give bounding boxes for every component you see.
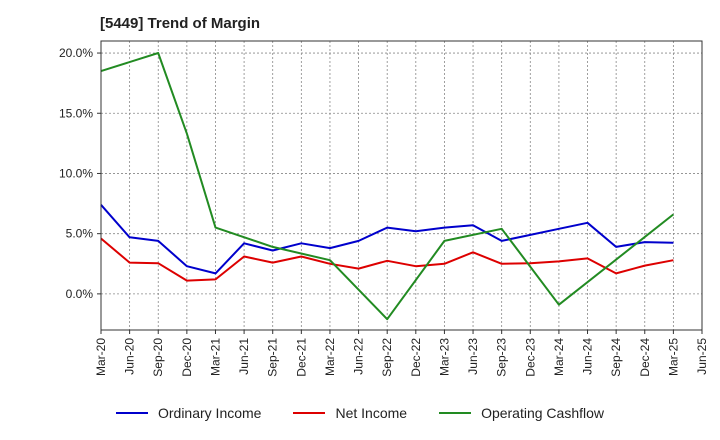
legend-label-net-income: Net Income [335,405,408,421]
legend-item-net-income: Net Income [293,405,407,421]
series-lines [100,52,675,321]
x-tick-label: Sep-20 [151,338,165,377]
x-tick-label: Jun-21 [237,338,251,375]
margin-line-chart: 0.0% 5.0% 10.0% 15.0% 20.0% Mar-20 Jun-20 Sep-… [59,40,709,377]
x-tick-label: Jun-22 [352,338,366,375]
legend-label-ordinary-income: Ordinary Income [157,405,262,421]
y-tick-label: 10.0% [59,166,93,180]
legend-swatch-ordinary-income [115,412,148,414]
legend-label-operating-cashflow: Operating Cashflow [481,405,605,421]
x-tick-label: Dec-22 [409,338,423,377]
x-tick-label: Dec-24 [638,338,652,377]
x-tick-label: Jun-20 [123,338,137,375]
grid-lines [100,41,703,330]
x-tick-label: Mar-23 [437,338,451,376]
x-tick-label: Mar-25 [666,338,680,376]
legend-swatch-operating-cashflow [439,412,472,414]
x-tick-label: Jun-24 [581,338,595,375]
plot-frame [100,40,703,331]
x-tick-label: Sep-21 [266,338,280,377]
chart-title: [5449] Trend of Margin [100,15,261,32]
series-line-ordinary-income [100,204,674,275]
x-tick-label: Dec-20 [180,338,194,377]
x-tick-label: Jun-25 [695,338,709,375]
x-tick-label: Jun-23 [466,338,480,375]
y-axis-ticks: 0.0% 5.0% 10.0% 15.0% 20.0% [59,46,101,301]
y-tick-label: 0.0% [66,287,94,301]
x-tick-label: Sep-23 [495,338,509,377]
y-tick-label: 5.0% [66,227,94,241]
legend-swatch-net-income [293,412,326,414]
x-tick-label: Mar-20 [94,338,108,376]
series-line-operating-cashflow [100,52,675,321]
x-tick-label: Dec-21 [294,338,308,377]
series-line-net-income [100,237,674,282]
legend-item-operating-cashflow: Operating Cashflow [439,405,604,421]
legend-item-ordinary-income: Ordinary Income [115,405,262,421]
x-tick-label: Mar-21 [208,338,222,376]
x-tick-label: Mar-22 [323,338,337,376]
y-tick-label: 15.0% [59,106,93,120]
x-tick-label: Mar-24 [552,338,566,376]
legend: Ordinary Income Net Income Operating Cas… [0,405,720,421]
x-tick-label: Dec-23 [523,338,537,377]
x-axis-ticks: Mar-20 Jun-20 Sep-20 Dec-20 Mar-21 Jun-21 Sep-… [94,330,709,377]
x-tick-label: Sep-22 [380,338,394,377]
y-tick-label: 20.0% [59,46,93,60]
x-tick-label: Sep-24 [609,338,623,377]
